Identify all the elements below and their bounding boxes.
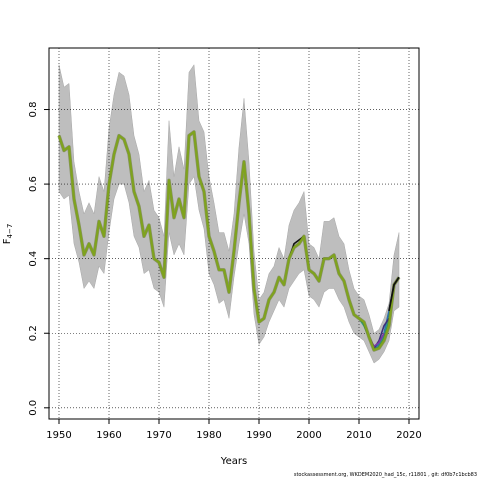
main-series-line xyxy=(57,130,400,352)
x-tick-label: 2000 xyxy=(296,430,321,441)
plot-frame xyxy=(48,47,420,420)
x-tick-label: 1980 xyxy=(196,430,221,441)
y-tick-label: 0.8 xyxy=(28,102,39,118)
y-axis-title-subscript: 4−7 xyxy=(6,224,14,239)
y-tick-label: 0.2 xyxy=(28,325,39,341)
confidence-band-area xyxy=(58,64,400,364)
gridlines xyxy=(49,48,419,419)
terminal-series-line xyxy=(388,276,400,312)
footnote: stockassessment.org, WKDEM2020_had_15c, … xyxy=(293,472,477,478)
x-axis: 1950 1960 1970 1980 1990 2000 2010 2020 xyxy=(46,419,422,441)
y-axis-title: F4−7 xyxy=(2,224,14,245)
y-tick-label: 0.4 xyxy=(28,251,39,267)
x-tick-label: 1960 xyxy=(96,430,121,441)
x-tick-label: 2010 xyxy=(346,430,371,441)
x-tick-label: 1970 xyxy=(146,430,171,441)
x-tick-label: 1950 xyxy=(46,430,71,441)
y-axis: 0.0 0.2 0.4 0.6 0.8 xyxy=(28,102,49,416)
y-tick-label: 0.0 xyxy=(28,400,39,416)
y-tick-label: 0.6 xyxy=(28,176,39,192)
confidence-band xyxy=(58,64,400,364)
x-tick-label: 2020 xyxy=(396,430,421,441)
x-axis-title: Years xyxy=(220,456,247,467)
y-axis-title-main: F xyxy=(2,238,13,244)
main-series xyxy=(57,130,401,352)
x-tick-label: 1990 xyxy=(246,430,271,441)
